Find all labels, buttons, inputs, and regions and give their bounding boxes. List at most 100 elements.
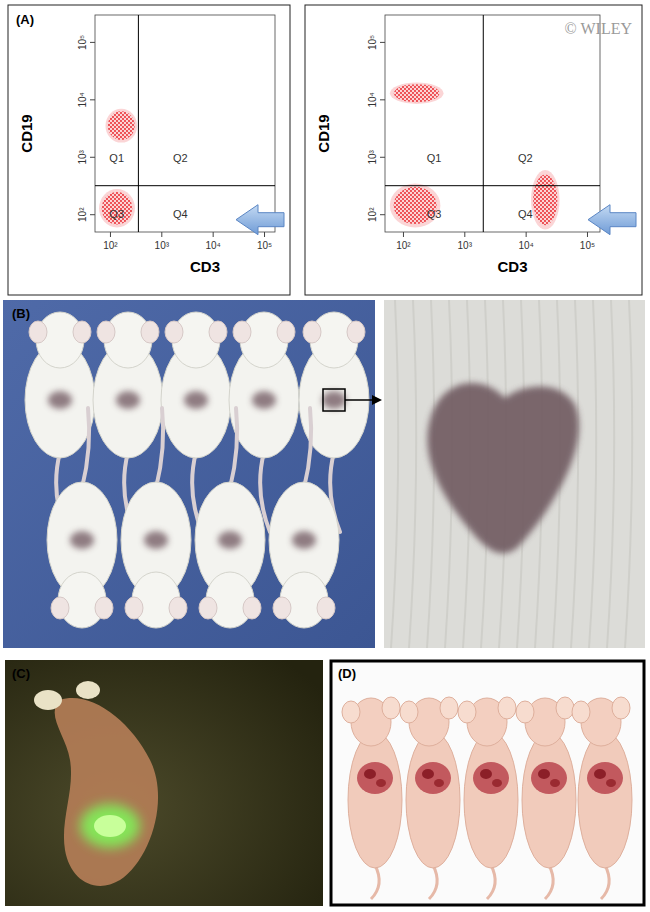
mouse-ear bbox=[440, 697, 458, 719]
mouse-body bbox=[464, 732, 518, 868]
y-tick-label: 10⁴ bbox=[367, 92, 378, 107]
skin-patch bbox=[322, 391, 346, 409]
y-tick bbox=[90, 157, 95, 158]
mouse-ear bbox=[209, 321, 227, 343]
arrow bbox=[236, 205, 284, 235]
mouse-ear bbox=[165, 321, 183, 343]
x-tick bbox=[264, 232, 265, 237]
y-tick bbox=[380, 99, 385, 100]
mouse-ear bbox=[76, 681, 100, 699]
x-axis-label: CD3 bbox=[190, 258, 220, 275]
x-tick bbox=[403, 232, 404, 237]
nude-mouse bbox=[55, 698, 158, 886]
tumor-spot bbox=[606, 779, 616, 787]
mouse-ear bbox=[572, 701, 590, 723]
y-tick-label: 10² bbox=[77, 207, 88, 222]
tumor bbox=[473, 762, 509, 794]
y-tick bbox=[380, 157, 385, 158]
x-axis-label: CD3 bbox=[497, 258, 527, 275]
quadrant-label: Q3 bbox=[427, 208, 442, 220]
nude-mouse bbox=[572, 697, 632, 899]
mouse-body bbox=[578, 732, 632, 868]
fur-stroke bbox=[589, 300, 596, 648]
tumor-spot bbox=[550, 779, 560, 787]
panel-label: (A) bbox=[16, 12, 34, 27]
quadrant-label: Q4 bbox=[173, 208, 188, 220]
gate-horizontal bbox=[95, 185, 275, 186]
panel-label: (C) bbox=[12, 666, 30, 681]
skin-patch bbox=[70, 531, 94, 549]
population bbox=[99, 189, 135, 227]
x-tick bbox=[587, 232, 588, 237]
quadrant-label: Q2 bbox=[518, 152, 533, 164]
population bbox=[390, 83, 444, 104]
zoom-background bbox=[384, 300, 645, 648]
mouse-ear bbox=[317, 597, 335, 619]
photo-background bbox=[331, 661, 644, 905]
mouse-ear bbox=[141, 321, 159, 343]
mouse-body bbox=[348, 732, 402, 868]
mouse-tail bbox=[82, 408, 89, 488]
x-tick-label: 10³ bbox=[458, 240, 473, 251]
mouse-tail bbox=[601, 865, 609, 899]
mouse-ear bbox=[303, 321, 321, 343]
mouse-ear bbox=[95, 597, 113, 619]
nude-mouse bbox=[400, 697, 460, 899]
skin-patch bbox=[48, 391, 72, 409]
population-dots bbox=[394, 84, 440, 102]
skin-patch bbox=[144, 531, 168, 549]
tumor bbox=[415, 762, 451, 794]
x-tick-label: 10³ bbox=[155, 240, 170, 251]
mouse-ear bbox=[556, 697, 574, 719]
population-halo bbox=[390, 183, 441, 227]
nude-mouse bbox=[342, 697, 402, 899]
population bbox=[105, 109, 137, 143]
gate-vertical bbox=[138, 15, 139, 232]
y-tick bbox=[90, 99, 95, 100]
x-tick bbox=[526, 232, 527, 237]
panel-d-photo bbox=[331, 661, 644, 905]
x-tick-label: 10⁵ bbox=[580, 240, 595, 251]
nude-mouse bbox=[516, 697, 576, 899]
fur-stroke bbox=[427, 300, 434, 648]
panel-c-photo bbox=[5, 660, 323, 906]
nude-mouse bbox=[458, 697, 518, 899]
population-dots bbox=[108, 111, 135, 140]
mouse-body bbox=[406, 732, 460, 868]
skin-patch bbox=[184, 391, 208, 409]
mouse-ear bbox=[34, 690, 62, 710]
photo-background bbox=[3, 300, 375, 648]
y-tick-label: 10³ bbox=[77, 149, 88, 164]
tumor-spot bbox=[434, 779, 444, 787]
zoom-patch bbox=[427, 383, 579, 553]
mouse-ear bbox=[498, 697, 516, 719]
population-halo bbox=[99, 189, 135, 227]
population bbox=[390, 183, 441, 227]
populations bbox=[390, 83, 560, 230]
mouse-ear bbox=[97, 321, 115, 343]
mouse-body bbox=[522, 732, 576, 868]
y-tick-label: 10² bbox=[367, 207, 378, 222]
mouse-ear bbox=[29, 321, 47, 343]
plot-frame bbox=[95, 15, 275, 232]
y-tick-label: 10⁵ bbox=[77, 35, 88, 50]
panel-label: (D) bbox=[338, 666, 356, 681]
mouse-ear bbox=[243, 597, 261, 619]
x-tick-label: 10² bbox=[396, 240, 411, 251]
mouse-ear bbox=[125, 597, 143, 619]
population-dots bbox=[533, 174, 557, 225]
mouse-ear bbox=[169, 597, 187, 619]
x-tick-label: 10⁵ bbox=[257, 240, 272, 251]
mouse-ear bbox=[199, 597, 217, 619]
mouse bbox=[269, 408, 339, 628]
x-tick bbox=[464, 232, 465, 237]
photo-background bbox=[5, 660, 323, 906]
y-tick-label: 10⁴ bbox=[77, 92, 88, 107]
quadrant-label: Q3 bbox=[109, 208, 124, 220]
y-tick bbox=[90, 214, 95, 215]
x-tick bbox=[213, 232, 214, 237]
mouse-ear bbox=[347, 321, 365, 343]
tumor-spot bbox=[594, 769, 606, 779]
fur-stroke bbox=[571, 300, 578, 648]
population-dots bbox=[102, 192, 133, 225]
